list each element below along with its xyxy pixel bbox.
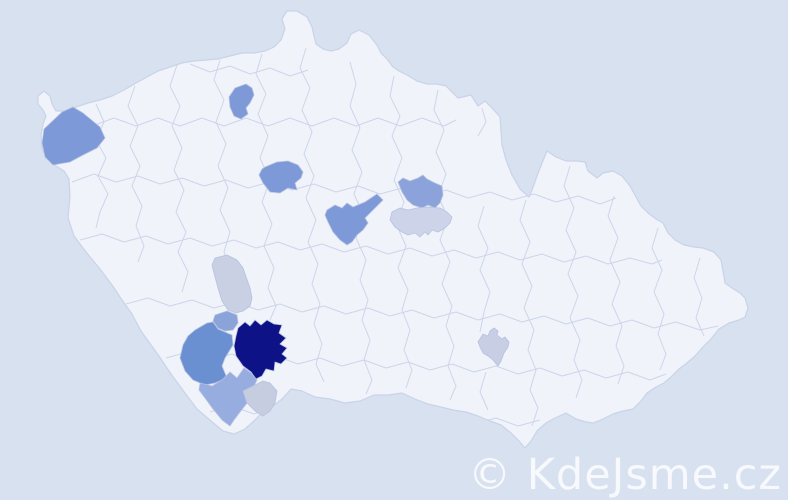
district-border-line	[563, 165, 583, 399]
district-south-moravia-brno-area	[477, 327, 510, 367]
district-border-line	[693, 257, 705, 337]
district-border-line	[519, 199, 539, 427]
district-north-central-bohemia	[228, 83, 255, 120]
district-border-line	[607, 195, 625, 385]
district-south-bohemia-west	[179, 321, 234, 386]
district-border-line	[69, 117, 457, 127]
country-outline	[37, 10, 749, 449]
district-northeast-bohemia-hradec-area	[397, 174, 444, 209]
district-border-line	[189, 63, 309, 77]
district-border-line	[389, 75, 413, 389]
district-south-bohemia-center-darkest	[233, 319, 288, 380]
district-border-line	[477, 205, 491, 333]
district-border-line	[79, 233, 663, 265]
district-border-line	[169, 64, 189, 293]
district-border-line	[255, 53, 277, 321]
district-border-line	[127, 85, 145, 263]
district-west-bohemia-cheb-area	[41, 106, 106, 166]
district-border-line	[651, 227, 667, 371]
district-east-bohemia-pardubice-area	[389, 206, 453, 238]
district-border-line	[479, 371, 489, 411]
district-border-line	[71, 173, 617, 205]
district-border-line	[299, 47, 325, 383]
district-central-bohemia-kolin-area	[324, 193, 384, 246]
district-south-bohemia-southeast	[242, 380, 278, 417]
district-east-of-prague	[258, 160, 304, 194]
district-border-line	[95, 103, 109, 229]
district-border-line	[349, 61, 373, 395]
district-border-line	[433, 89, 457, 401]
district-south-bohemia-north-strip	[211, 254, 253, 314]
district-border-line	[477, 107, 487, 137]
district-south-bohemia-small-mid	[212, 310, 239, 332]
